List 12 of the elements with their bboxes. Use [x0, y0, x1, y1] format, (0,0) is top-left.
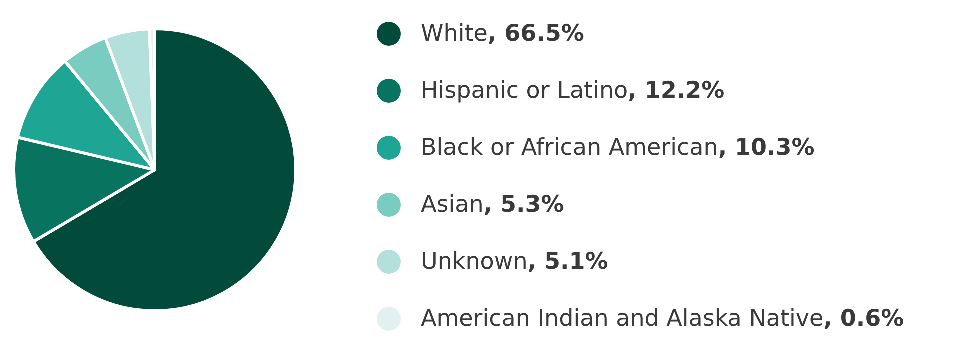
data-label: , 12.2% [628, 78, 725, 104]
legend-label: Asian [421, 192, 484, 218]
legend-label: Black or African American [421, 135, 718, 161]
data-label: , 10.3% [718, 135, 815, 161]
data-label: , 5.3% [484, 192, 564, 218]
legend-label: Hispanic or Latino [421, 78, 628, 104]
data-label: , 5.1% [528, 249, 608, 275]
legend-label: American Indian and Alaska Native [421, 306, 824, 332]
legend-label: Unknown [421, 249, 528, 275]
data-label: , 0.6% [824, 306, 904, 332]
legend-label: White [421, 21, 488, 47]
data-label: , 66.5% [488, 21, 584, 47]
